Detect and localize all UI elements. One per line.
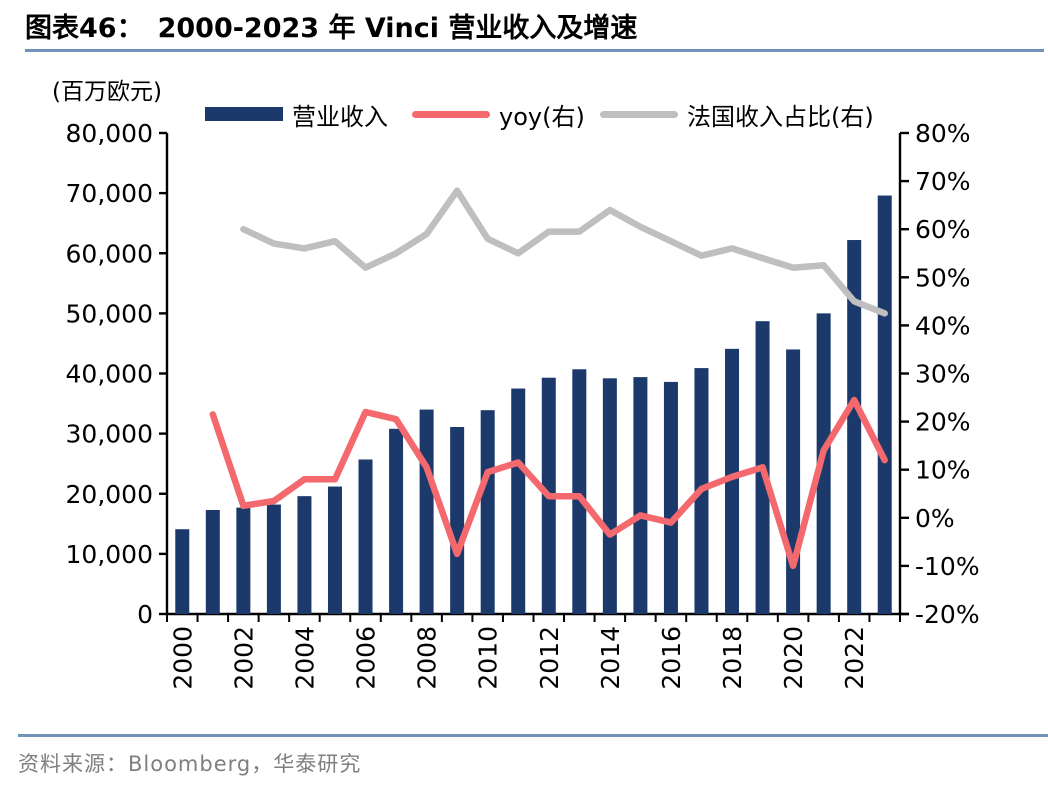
legend-label-yoy: yoy(右) xyxy=(499,102,585,131)
figure-title-row: 图表46： 2000-2023 年 Vinci 营业收入及增速 xyxy=(25,6,637,45)
revenue-bar xyxy=(297,496,312,614)
left-axis-ticks: 0 10,000 20,000 30,000 40,000 50,000 60,000 70,… xyxy=(66,119,167,629)
x-axis-year-label: 2012 xyxy=(535,626,564,690)
revenue-bar xyxy=(266,504,281,614)
revenue-bars xyxy=(175,195,892,614)
left-axis-tick-label: 50,000 xyxy=(66,299,153,328)
revenue-bar xyxy=(327,486,342,614)
right-axis-tick-label: -10% xyxy=(915,552,980,581)
page-title: 2000-2023 年 Vinci 营业收入及增速 xyxy=(157,13,638,44)
left-axis-unit-label: (百万欧元) xyxy=(52,79,162,105)
x-axis-year-label: 2022 xyxy=(840,626,869,690)
legend-item-france-share: 法国收入占比(右) xyxy=(600,101,874,131)
left-axis-tick-label: 30,000 xyxy=(66,420,153,449)
revenue-bar xyxy=(602,378,617,614)
revenue-bar xyxy=(389,428,404,614)
right-axis-tick-label: 30% xyxy=(915,360,971,389)
revenue-bar xyxy=(450,427,465,614)
revenue-bar xyxy=(236,507,251,614)
x-axis-year-label: 2008 xyxy=(413,626,442,690)
revenue-bar xyxy=(877,195,892,614)
revenue-bar xyxy=(663,381,678,614)
left-axis-tick-label: 40,000 xyxy=(66,360,153,389)
right-axis-tick-label: 70% xyxy=(915,167,971,196)
right-axis-ticks: -20% -10% 0% 10% 20% 30% 40% 50% 60% 70% 80% xyxy=(900,119,980,629)
title-divider xyxy=(25,49,1044,52)
x-axis-year-label: 2020 xyxy=(779,626,808,690)
right-axis-tick-label: 60% xyxy=(915,215,971,244)
revenue-bar xyxy=(358,459,373,614)
left-axis-tick-label: 0 xyxy=(137,600,153,629)
left-axis-tick-label: 70,000 xyxy=(66,179,153,208)
right-axis-tick-label: 10% xyxy=(915,456,971,485)
france-share-line xyxy=(240,187,888,317)
footer-divider xyxy=(18,734,1048,737)
revenue-bar xyxy=(725,348,740,614)
yoy-line xyxy=(209,396,888,570)
legend-item-yoy: yoy(右) xyxy=(412,101,585,131)
x-axis-year-label: 2016 xyxy=(657,626,686,690)
revenue-bar-swatch-icon xyxy=(205,107,283,121)
x-axis-year-label: 2006 xyxy=(352,626,381,690)
revenue-bar xyxy=(511,388,526,614)
source-note: 资料来源：Bloomberg，华泰研究 xyxy=(18,752,362,776)
x-axis-year-label: 2010 xyxy=(474,626,503,690)
revenue-bar xyxy=(572,369,587,614)
x-axis-year-label: 2000 xyxy=(168,626,197,690)
right-axis-tick-label: 0% xyxy=(915,504,955,533)
left-axis-tick-label: 80,000 xyxy=(66,119,153,148)
right-axis-tick-label: 40% xyxy=(915,311,971,340)
revenue-bar xyxy=(480,410,495,614)
france-share-line-swatch-icon xyxy=(600,110,678,118)
revenue-bar xyxy=(175,529,190,614)
right-axis-tick-label: -20% xyxy=(915,600,980,629)
left-axis-tick-label: 60,000 xyxy=(66,239,153,268)
right-axis-tick-label: 50% xyxy=(915,263,971,292)
x-axis-year-label: 2014 xyxy=(596,626,625,690)
legend-label-france-share: 法国收入占比(右) xyxy=(687,102,874,131)
left-axis-tick-label: 20,000 xyxy=(66,480,153,509)
legend-item-revenue: 营业收入 xyxy=(205,101,388,131)
revenue-bar xyxy=(633,377,648,614)
right-axis-tick-label: 80% xyxy=(915,119,971,148)
legend-label-revenue: 营业收入 xyxy=(292,102,388,131)
figure-number: 图表46： xyxy=(25,13,144,44)
x-axis-ticks: 2000 2002 2004 2006 2008 2010 2012 2014 2016 2018… xyxy=(166,614,901,690)
left-axis-tick-label: 10,000 xyxy=(66,540,153,569)
x-axis-year-label: 2002 xyxy=(229,626,258,690)
right-axis-tick-label: 20% xyxy=(915,408,971,437)
revenue-bar xyxy=(205,509,220,614)
revenue-bar xyxy=(847,240,862,614)
yoy-line-swatch-icon xyxy=(412,110,490,118)
x-axis-year-label: 2004 xyxy=(290,626,319,690)
revenue-bar xyxy=(786,349,801,614)
revenue-bar xyxy=(419,409,434,614)
x-axis-year-label: 2018 xyxy=(718,626,747,690)
revenue-bar xyxy=(816,313,831,614)
